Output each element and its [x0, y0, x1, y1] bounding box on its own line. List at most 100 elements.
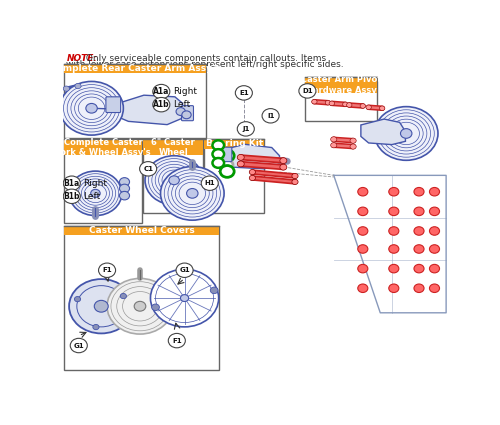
Text: F1: F1	[172, 337, 182, 344]
Circle shape	[201, 176, 218, 190]
Circle shape	[240, 124, 252, 135]
FancyBboxPatch shape	[143, 139, 203, 155]
Circle shape	[169, 176, 179, 185]
FancyBboxPatch shape	[64, 139, 142, 223]
Circle shape	[77, 286, 126, 327]
Circle shape	[222, 160, 233, 170]
Circle shape	[236, 86, 252, 100]
FancyBboxPatch shape	[204, 139, 264, 213]
FancyBboxPatch shape	[221, 147, 232, 162]
Circle shape	[212, 149, 224, 159]
Circle shape	[145, 156, 203, 205]
Text: Bearing Kit: Bearing Kit	[206, 139, 263, 148]
Circle shape	[330, 143, 337, 148]
FancyBboxPatch shape	[305, 77, 377, 122]
Circle shape	[414, 284, 424, 292]
Circle shape	[325, 100, 330, 105]
Text: A1a: A1a	[153, 87, 170, 96]
Text: E1: E1	[239, 90, 248, 96]
Text: Caster Arm Pivot
Hardware Assy: Caster Arm Pivot Hardware Assy	[300, 75, 381, 95]
Text: with lower-case extensions represent left/right specific sides.: with lower-case extensions represent lef…	[66, 60, 344, 69]
Circle shape	[168, 334, 186, 348]
Circle shape	[64, 176, 80, 190]
Circle shape	[238, 161, 244, 167]
FancyBboxPatch shape	[143, 139, 203, 213]
Circle shape	[280, 164, 287, 170]
Text: 6" Caster
Wheel: 6" Caster Wheel	[152, 138, 195, 157]
FancyBboxPatch shape	[305, 77, 377, 93]
Circle shape	[330, 137, 337, 142]
Text: Complete Rear Caster Arm Assy's: Complete Rear Caster Arm Assy's	[50, 64, 220, 73]
Text: J1: J1	[242, 126, 250, 132]
Text: G1: G1	[74, 343, 84, 348]
Circle shape	[346, 103, 352, 107]
Text: D1: D1	[302, 88, 312, 94]
Circle shape	[374, 107, 438, 160]
Circle shape	[64, 86, 70, 91]
Circle shape	[153, 85, 170, 99]
Circle shape	[358, 264, 368, 273]
Polygon shape	[113, 95, 182, 125]
Circle shape	[292, 173, 298, 178]
Circle shape	[414, 264, 424, 273]
Circle shape	[389, 227, 399, 235]
Circle shape	[414, 227, 424, 235]
Circle shape	[358, 227, 368, 235]
Circle shape	[176, 263, 193, 278]
Circle shape	[250, 176, 256, 181]
Circle shape	[238, 154, 244, 160]
FancyBboxPatch shape	[106, 97, 120, 113]
Circle shape	[60, 82, 124, 135]
Circle shape	[350, 138, 356, 143]
Text: Right: Right	[84, 178, 108, 188]
Circle shape	[160, 167, 224, 220]
Circle shape	[180, 295, 188, 301]
Circle shape	[120, 191, 130, 200]
Circle shape	[176, 108, 186, 116]
Circle shape	[358, 284, 368, 292]
Circle shape	[93, 324, 99, 330]
Circle shape	[250, 170, 256, 175]
Text: G1: G1	[179, 267, 190, 273]
Circle shape	[212, 158, 224, 168]
Circle shape	[186, 189, 198, 198]
Circle shape	[75, 83, 81, 89]
Text: B1a: B1a	[64, 178, 80, 188]
Circle shape	[210, 287, 218, 294]
Circle shape	[366, 105, 372, 110]
Circle shape	[292, 179, 298, 184]
Circle shape	[329, 101, 334, 106]
Circle shape	[280, 158, 287, 164]
Circle shape	[153, 97, 170, 112]
Text: F1: F1	[102, 267, 112, 273]
Circle shape	[150, 269, 218, 327]
Circle shape	[134, 301, 146, 311]
FancyBboxPatch shape	[64, 226, 220, 370]
Circle shape	[94, 300, 108, 312]
Circle shape	[342, 102, 348, 107]
Circle shape	[237, 88, 251, 99]
Circle shape	[265, 112, 276, 121]
Circle shape	[414, 245, 424, 253]
Circle shape	[430, 284, 440, 292]
Circle shape	[400, 129, 412, 138]
Text: Only serviceable components contain callouts. Items: Only serviceable components contain call…	[82, 54, 326, 62]
Circle shape	[350, 144, 356, 149]
Circle shape	[389, 187, 399, 196]
Text: B1b: B1b	[64, 192, 80, 201]
Circle shape	[98, 263, 116, 278]
FancyBboxPatch shape	[64, 64, 206, 138]
Circle shape	[360, 104, 366, 108]
Circle shape	[430, 227, 440, 235]
Circle shape	[69, 279, 134, 334]
Circle shape	[414, 187, 424, 196]
Circle shape	[120, 178, 130, 186]
Circle shape	[69, 171, 122, 215]
Polygon shape	[361, 119, 406, 144]
Text: H1: H1	[204, 180, 215, 186]
Circle shape	[358, 245, 368, 253]
FancyBboxPatch shape	[64, 226, 220, 235]
Circle shape	[299, 84, 316, 98]
Text: Left: Left	[84, 192, 100, 201]
Text: NOTE:: NOTE:	[66, 54, 98, 62]
